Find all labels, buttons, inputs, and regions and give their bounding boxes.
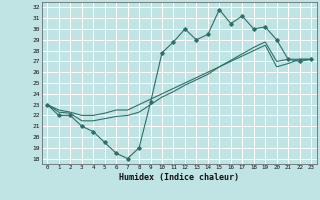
X-axis label: Humidex (Indice chaleur): Humidex (Indice chaleur) <box>119 173 239 182</box>
